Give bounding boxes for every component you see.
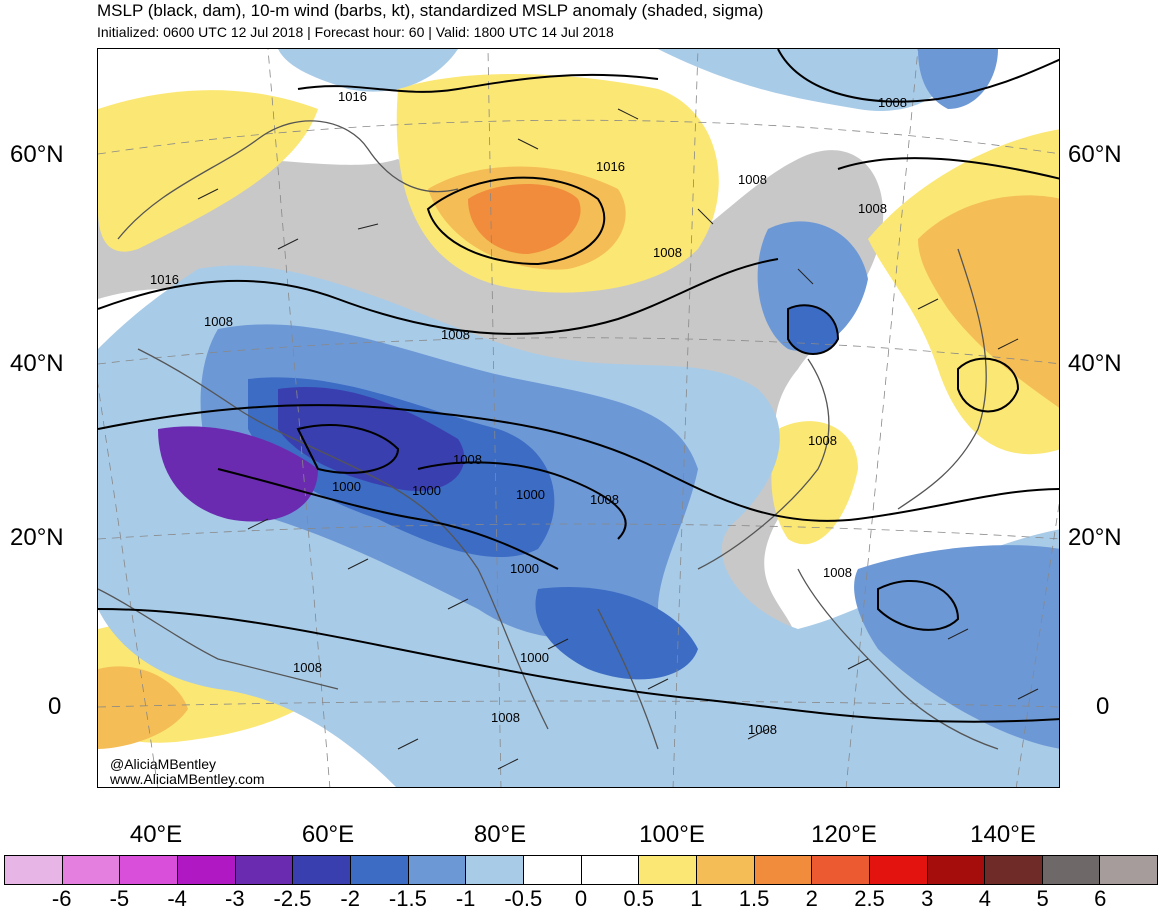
shade-darkorange-siberia xyxy=(468,184,581,254)
colorbar-swatch xyxy=(408,856,467,884)
lat-label-eq-right: 0 xyxy=(1096,693,1110,720)
colorbar-tick-label: 1.5 xyxy=(738,886,770,911)
lon-label-60e: 60°E xyxy=(301,821,355,848)
shade-blue-sea xyxy=(854,545,1059,749)
colorbar-tick-label: -5 xyxy=(109,886,130,911)
lon-label-100e: 100°E xyxy=(639,821,705,848)
lat-label-40n-left: 40°N xyxy=(10,350,64,377)
map-panel: 1016 1016 1016 1008 1008 1008 1008 1008 … xyxy=(97,48,1060,788)
colorbar-swatch xyxy=(120,856,178,884)
contour-label: 1000 xyxy=(412,483,441,498)
colorbar-swatch xyxy=(639,856,697,884)
lat-label-60n-right: 60°N xyxy=(1068,141,1122,168)
lat-label-eq-left: 0 xyxy=(48,693,62,720)
anomaly-shading xyxy=(98,49,1059,787)
contour-label: 1000 xyxy=(332,479,361,494)
colorbar-swatch xyxy=(581,856,640,884)
colorbar-swatch xyxy=(812,856,870,884)
colorbar-swatch xyxy=(62,856,121,884)
colorbar-swatch xyxy=(235,856,294,884)
contour-label: 1008 xyxy=(590,492,619,507)
colorbar-swatch xyxy=(293,856,351,884)
colorbar-swatch xyxy=(466,856,524,884)
graticule xyxy=(98,49,1059,787)
colorbar-swatch xyxy=(1100,856,1158,884)
colorbar-swatch xyxy=(177,856,236,884)
contour-label: 1016 xyxy=(338,89,367,104)
colorbar-swatch xyxy=(350,856,409,884)
shade-medblue-n xyxy=(918,49,998,109)
colorbar-swatch xyxy=(754,856,813,884)
colorbar-tick-label: 4 xyxy=(978,886,992,911)
colorbar-tick-label: 1 xyxy=(690,886,703,911)
colorbar-swatch xyxy=(869,856,928,884)
mslp-contours xyxy=(98,49,1059,723)
map-title: MSLP (black, dam), 10-m wind (barbs, kt)… xyxy=(97,1,764,20)
shade-orange-ne xyxy=(918,195,1059,408)
contour-label: 1000 xyxy=(520,650,549,665)
map-graphic: 1016 1016 1016 1008 1008 1008 1008 1008 … xyxy=(98,49,1059,787)
colorbar-tick-label: 5 xyxy=(1036,886,1049,911)
colorbar-tick-label: -6 xyxy=(51,886,72,911)
contour-label: 1008 xyxy=(748,722,777,737)
shade-yellow-nw xyxy=(98,90,318,252)
colorbar-tick-label: -0.5 xyxy=(504,886,543,911)
map-subtitle: Initialized: 0600 UTC 12 Jul 2018 | Fore… xyxy=(97,24,614,40)
colorbar-swatch xyxy=(985,856,1043,884)
shade-orange-sw xyxy=(98,666,188,749)
shade-yellow-east xyxy=(771,421,858,545)
contour-label: 1016 xyxy=(596,159,625,174)
contour-label: 1008 xyxy=(858,201,887,216)
contour-label: 1008 xyxy=(738,172,767,187)
colorbar-tick-label: 3 xyxy=(921,886,934,911)
contour-labels: 1016 1016 1016 1008 1008 1008 1008 1008 … xyxy=(150,89,907,737)
contour-label: 1000 xyxy=(516,487,545,502)
colorbar-swatch xyxy=(696,856,755,884)
lon-label-80e: 80°E xyxy=(473,821,527,848)
colorbar-tick-label: -1 xyxy=(455,886,476,911)
contour-label: 1016 xyxy=(150,272,179,287)
wind-barbs xyxy=(197,108,1039,770)
lat-label-60n-left: 60°N xyxy=(10,141,64,168)
shade-darkblue xyxy=(278,387,465,491)
colorbar-tick-label: -2.5 xyxy=(273,886,312,911)
contour-label: 1008 xyxy=(823,565,852,580)
lon-label-120e: 120°E xyxy=(811,821,877,848)
colorbar-tick-label: -2 xyxy=(340,886,360,911)
colorbar-swatch xyxy=(927,856,986,884)
credit-handle: @AliciaMBentley xyxy=(110,756,217,772)
lon-label-140e: 140°E xyxy=(970,821,1036,848)
colorbar-tick-label: -1.5 xyxy=(388,886,427,911)
shade-darkblue-ne xyxy=(788,305,838,354)
contour-label: 1008 xyxy=(808,433,837,448)
lat-label-20n-right: 20°N xyxy=(1068,524,1122,551)
contour-label: 1008 xyxy=(491,710,520,725)
contour-label: 1008 xyxy=(878,95,907,110)
colorbar-tick-label: -4 xyxy=(167,886,187,911)
colorbar-tick-label: 0 xyxy=(574,886,588,911)
contour-label: 1000 xyxy=(510,561,539,576)
coastlines xyxy=(98,120,999,750)
contour-label: 1008 xyxy=(453,452,482,467)
contour-label: 1008 xyxy=(653,245,682,260)
contour-label: 1008 xyxy=(441,327,470,342)
credit-website: www.AliciaMBentley.com xyxy=(110,771,265,787)
colorbar-tick-label: -3 xyxy=(225,886,245,911)
lon-label-40e: 40°E xyxy=(129,821,183,848)
lat-label-40n-right: 40°N xyxy=(1068,350,1122,377)
shade-lightblue-nw xyxy=(278,49,458,92)
colorbar-swatch xyxy=(523,856,582,884)
shade-blue-bottom xyxy=(535,587,698,680)
colorbar-tick-label: 6 xyxy=(1094,886,1107,911)
shade-blue-ne xyxy=(757,221,868,351)
colorbar-tick-label: 2.5 xyxy=(854,886,885,911)
contour-label: 1008 xyxy=(204,314,233,329)
colorbar-swatch xyxy=(5,856,63,884)
colorbar-swatch xyxy=(1042,856,1101,884)
lat-label-20n-left: 20°N xyxy=(10,524,64,551)
colorbar xyxy=(4,855,1158,885)
contour-label: 1008 xyxy=(293,660,322,675)
colorbar-tick-label: 0.5 xyxy=(623,886,654,911)
colorbar-tick-label: 2 xyxy=(805,886,818,911)
